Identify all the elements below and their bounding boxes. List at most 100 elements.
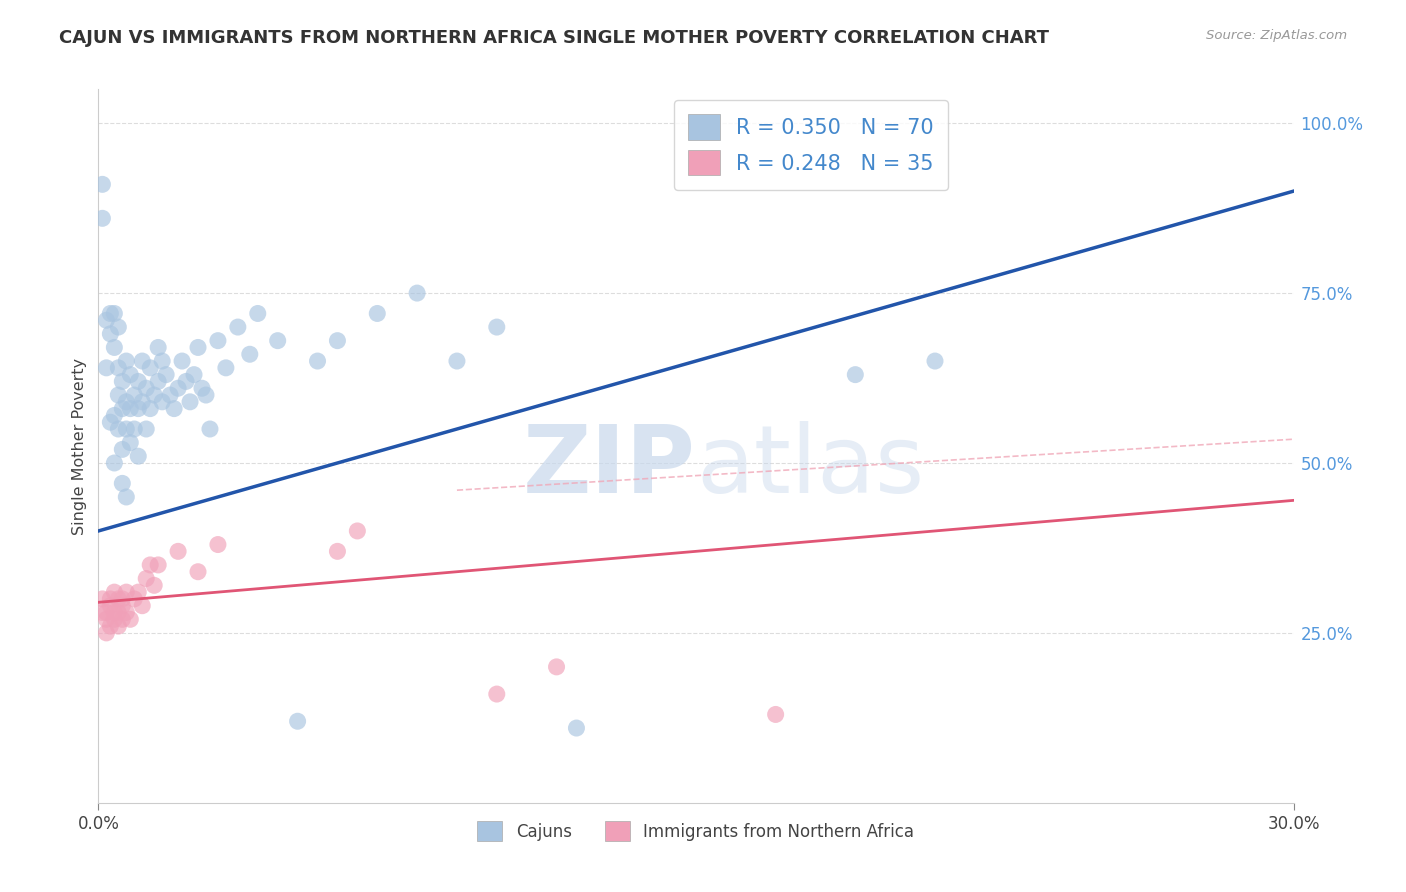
Point — [115, 394, 138, 409]
Point — [124, 422, 146, 436]
Point — [191, 381, 214, 395]
Point — [103, 585, 125, 599]
Point — [124, 591, 146, 606]
Point — [135, 572, 157, 586]
Point — [107, 360, 129, 375]
Point — [485, 320, 508, 334]
Point — [226, 320, 249, 334]
Point — [98, 591, 122, 606]
Point — [159, 388, 181, 402]
Point — [207, 334, 229, 348]
Point — [246, 306, 269, 320]
Point — [195, 388, 218, 402]
Point — [111, 599, 134, 613]
Point — [366, 306, 388, 320]
Y-axis label: Single Mother Poverty: Single Mother Poverty — [72, 358, 87, 534]
Point — [187, 565, 209, 579]
Point — [139, 401, 162, 416]
Point — [96, 606, 118, 620]
Point — [131, 394, 153, 409]
Point — [127, 585, 149, 599]
Point — [207, 537, 229, 551]
Point — [307, 354, 329, 368]
Point — [107, 606, 129, 620]
Point — [167, 381, 190, 395]
Point — [103, 456, 125, 470]
Point — [103, 306, 125, 320]
Point — [103, 612, 125, 626]
Point — [98, 415, 122, 429]
Point — [406, 286, 429, 301]
Text: atlas: atlas — [696, 421, 924, 514]
Point — [120, 435, 142, 450]
Point — [326, 544, 349, 558]
Point — [96, 313, 118, 327]
Point — [107, 320, 129, 334]
Point — [111, 375, 134, 389]
Point — [115, 490, 138, 504]
Point — [215, 360, 238, 375]
Point — [143, 388, 166, 402]
Point — [179, 394, 201, 409]
Point — [111, 476, 134, 491]
Point — [115, 585, 138, 599]
Point — [98, 306, 122, 320]
Point — [111, 442, 134, 457]
Point — [124, 388, 146, 402]
Text: ZIP: ZIP — [523, 421, 696, 514]
Point — [565, 721, 588, 735]
Point — [150, 354, 173, 368]
Point — [111, 612, 134, 626]
Point — [120, 401, 142, 416]
Point — [107, 591, 129, 606]
Point — [91, 591, 114, 606]
Point — [91, 606, 114, 620]
Point — [924, 354, 946, 368]
Text: CAJUN VS IMMIGRANTS FROM NORTHERN AFRICA SINGLE MOTHER POVERTY CORRELATION CHART: CAJUN VS IMMIGRANTS FROM NORTHERN AFRICA… — [59, 29, 1049, 46]
Point — [98, 326, 122, 341]
Point — [163, 401, 186, 416]
Point — [172, 354, 194, 368]
Point — [98, 619, 122, 633]
Point — [103, 409, 125, 423]
Point — [120, 612, 142, 626]
Point — [91, 211, 114, 226]
Point — [198, 422, 221, 436]
Point — [91, 178, 114, 192]
Point — [326, 334, 349, 348]
Legend: Cajuns, Immigrants from Northern Africa: Cajuns, Immigrants from Northern Africa — [471, 814, 921, 848]
Point — [135, 422, 157, 436]
Point — [143, 578, 166, 592]
Point — [139, 360, 162, 375]
Point — [111, 591, 134, 606]
Point — [150, 394, 173, 409]
Point — [267, 334, 290, 348]
Point — [131, 599, 153, 613]
Point — [148, 341, 170, 355]
Point — [96, 360, 118, 375]
Point — [107, 388, 129, 402]
Point — [131, 354, 153, 368]
Point — [98, 599, 122, 613]
Point — [187, 341, 209, 355]
Point — [346, 524, 368, 538]
Point — [148, 558, 170, 572]
Point — [103, 341, 125, 355]
Point — [148, 375, 170, 389]
Point — [107, 422, 129, 436]
Point — [167, 544, 190, 558]
Point — [115, 606, 138, 620]
Point — [120, 368, 142, 382]
Point — [446, 354, 468, 368]
Point — [127, 401, 149, 416]
Point — [107, 619, 129, 633]
Point — [115, 422, 138, 436]
Point — [485, 687, 508, 701]
Point — [139, 558, 162, 572]
Point — [765, 707, 787, 722]
Point — [174, 375, 197, 389]
Point — [183, 368, 205, 382]
Point — [844, 368, 866, 382]
Point — [135, 381, 157, 395]
Point — [546, 660, 568, 674]
